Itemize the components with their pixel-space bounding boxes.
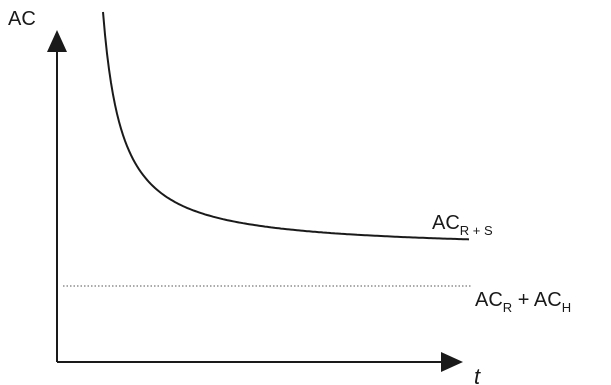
series-ac-r-s-label-sub: R + S xyxy=(460,223,493,238)
y-axis-arrow-icon xyxy=(47,30,67,52)
series-ac-r-s-line xyxy=(102,11,470,241)
series-ac-r-s-label: ACR + S xyxy=(432,212,493,238)
series-label-ac2: AC xyxy=(534,289,562,311)
x-axis-arrow-icon xyxy=(441,352,463,372)
y-axis-label: AC xyxy=(8,8,36,30)
series-label-plus: + xyxy=(512,289,534,311)
series-ac-r-plus-ac-h-label: ACR + ACH xyxy=(475,289,571,315)
x-axis-label: t xyxy=(474,364,481,385)
series-label-sub-h: H xyxy=(562,300,571,315)
series-label-sub-r: R xyxy=(503,300,512,315)
series-label-ac1: AC xyxy=(475,289,503,311)
series-ac-r-s-label-main: AC xyxy=(432,212,460,234)
